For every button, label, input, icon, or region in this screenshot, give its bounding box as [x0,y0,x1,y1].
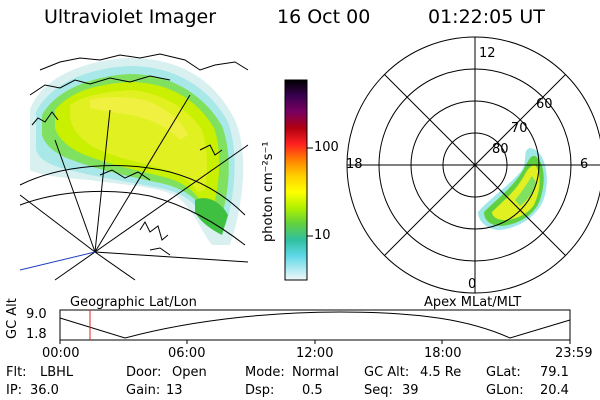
param-dsp-label: Dsp: [245,383,275,398]
time-tick-0600: 06:00 [168,346,206,361]
time-tick-1800: 18:00 [424,346,462,361]
param-dsp-value: 0.5 [302,383,323,398]
param-seq-label: Seq: [364,383,393,398]
earth-limb-line [19,165,246,216]
param-glon-value: 20.4 [540,383,569,398]
instrument-title: Ultraviolet Imager [44,6,217,28]
altitude-axis-label: GC Alt [5,298,20,339]
time-tick-1200: 12:00 [296,346,334,361]
param-mode-value: Normal [292,365,340,380]
colorbar-tick-10: 10 [314,228,331,243]
latlon-grid [19,94,249,281]
mlt-label-12: 12 [479,46,496,61]
param-glat-label: GLat: [486,365,521,380]
param-gcalt-label: GC Alt: [364,365,410,380]
mlt-label-18: 18 [346,157,363,172]
lat-label-80: 80 [492,142,509,157]
lat-label-60: 60 [536,97,553,112]
aurora-image-polar [478,148,547,230]
param-mode-label: Mode: [245,365,285,380]
param-gcalt-value: 4.5 Re [420,365,462,380]
altitude-tick-low: 1.8 [26,327,47,342]
param-gain-value: 13 [166,383,183,398]
param-glon-label: GLon: [486,383,524,398]
param-flt-value: LBHL [40,365,74,380]
geographic-label: Geographic Lat/Lon [70,295,197,310]
time-tick-2359: 23:59 [555,346,593,361]
polar-label: Apex MLat/MLT [424,295,522,310]
param-ip-value: 36.0 [30,383,59,398]
mlt-label-0: 0 [468,277,477,292]
mlt-label-6: 6 [580,157,589,172]
terminator-line [19,251,96,271]
time-tick-0000: 00:00 [42,346,80,361]
param-ip-label: IP: [6,383,23,398]
param-flt-label: Flt: [6,365,27,380]
aurora-image-geographic [30,58,244,245]
observation-date: 16 Oct 00 [277,6,371,28]
param-door-value: Open [172,365,207,380]
param-gain-label: Gain: [126,383,161,398]
colorbar-tick-100: 100 [314,140,339,155]
param-glat-value: 79.1 [540,365,569,380]
lat-label-70: 70 [511,121,528,136]
observation-time: 01:22:05 UT [428,6,545,28]
altitude-curve [59,311,571,339]
altitude-tick-high: 9.0 [26,307,47,322]
coastline-lines [29,53,249,256]
param-seq-value: 39 [402,383,419,398]
param-door-label: Door: [126,365,162,380]
